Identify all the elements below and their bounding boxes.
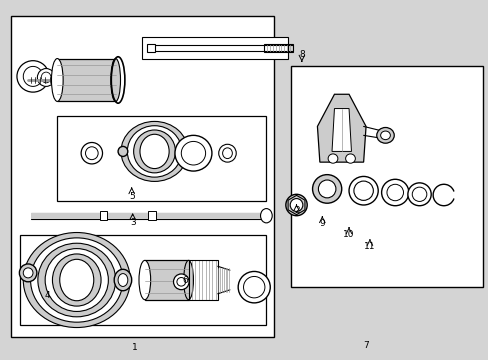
Polygon shape — [11, 16, 273, 337]
Text: 6: 6 — [182, 276, 188, 285]
Ellipse shape — [133, 130, 175, 173]
Ellipse shape — [118, 274, 127, 287]
Ellipse shape — [60, 259, 94, 301]
Ellipse shape — [127, 126, 182, 177]
Ellipse shape — [345, 154, 355, 163]
Ellipse shape — [260, 208, 272, 223]
Ellipse shape — [243, 276, 264, 298]
Ellipse shape — [20, 264, 37, 282]
Ellipse shape — [222, 148, 232, 158]
Ellipse shape — [115, 117, 194, 186]
Ellipse shape — [381, 179, 408, 206]
Ellipse shape — [177, 278, 185, 286]
Bar — [148, 211, 156, 220]
Ellipse shape — [285, 194, 306, 216]
Text: 4: 4 — [45, 291, 50, 300]
Bar — [147, 44, 154, 52]
Ellipse shape — [23, 66, 42, 86]
Polygon shape — [317, 94, 366, 162]
Ellipse shape — [175, 135, 211, 171]
Ellipse shape — [173, 274, 189, 290]
Ellipse shape — [23, 233, 130, 328]
Bar — [188, 260, 217, 300]
Ellipse shape — [85, 147, 98, 159]
Ellipse shape — [289, 199, 302, 211]
Bar — [144, 260, 188, 300]
Ellipse shape — [411, 187, 426, 202]
Ellipse shape — [121, 121, 188, 181]
Ellipse shape — [140, 134, 169, 168]
Polygon shape — [290, 66, 482, 287]
Text: 8: 8 — [298, 50, 304, 59]
Ellipse shape — [376, 127, 393, 143]
Text: 5: 5 — [128, 192, 134, 201]
Ellipse shape — [181, 141, 205, 165]
Ellipse shape — [386, 184, 403, 201]
Text: 2: 2 — [294, 206, 299, 215]
Ellipse shape — [318, 180, 335, 198]
Text: 11: 11 — [364, 242, 375, 251]
Ellipse shape — [348, 176, 377, 205]
Ellipse shape — [17, 61, 49, 92]
Ellipse shape — [327, 154, 337, 163]
Ellipse shape — [111, 59, 120, 102]
Text: 3: 3 — [129, 219, 135, 228]
Text: 10: 10 — [343, 230, 354, 239]
Ellipse shape — [52, 254, 101, 306]
Ellipse shape — [114, 269, 131, 291]
Ellipse shape — [51, 59, 63, 102]
Ellipse shape — [238, 271, 270, 303]
Ellipse shape — [45, 249, 108, 311]
Polygon shape — [142, 37, 287, 59]
Text: 9: 9 — [319, 219, 325, 228]
Ellipse shape — [312, 175, 341, 203]
Polygon shape — [57, 116, 266, 202]
Ellipse shape — [407, 183, 430, 206]
Polygon shape — [20, 235, 266, 325]
Ellipse shape — [183, 260, 193, 300]
Bar — [264, 44, 292, 52]
Ellipse shape — [218, 144, 236, 162]
Bar — [100, 211, 107, 220]
Ellipse shape — [23, 268, 33, 278]
Ellipse shape — [81, 143, 102, 164]
Ellipse shape — [41, 72, 51, 83]
Ellipse shape — [37, 68, 55, 86]
Bar — [57, 59, 116, 102]
Text: 7: 7 — [363, 341, 368, 350]
Polygon shape — [331, 109, 351, 152]
Ellipse shape — [353, 181, 372, 201]
Ellipse shape — [139, 260, 150, 300]
Bar — [30, 213, 266, 219]
Ellipse shape — [38, 243, 116, 317]
Text: 1: 1 — [132, 343, 138, 352]
Ellipse shape — [30, 238, 122, 322]
Ellipse shape — [380, 131, 389, 140]
Ellipse shape — [118, 147, 127, 157]
